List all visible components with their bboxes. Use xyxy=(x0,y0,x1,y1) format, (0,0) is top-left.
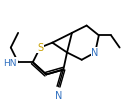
Text: HN: HN xyxy=(3,58,17,67)
Text: N: N xyxy=(92,48,99,58)
Text: S: S xyxy=(37,43,43,52)
Text: N: N xyxy=(55,90,62,100)
